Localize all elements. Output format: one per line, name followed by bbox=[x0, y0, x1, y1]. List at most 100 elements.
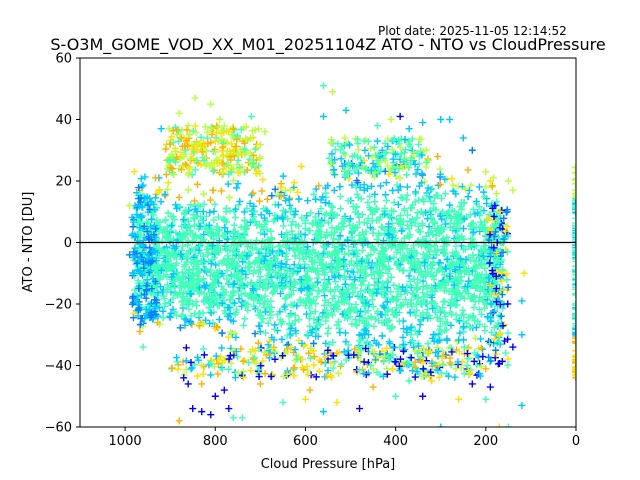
data-point bbox=[494, 360, 502, 368]
data-point bbox=[182, 366, 190, 374]
data-point bbox=[304, 371, 312, 379]
data-point bbox=[199, 320, 207, 328]
data-point bbox=[377, 288, 385, 296]
data-point bbox=[356, 366, 364, 374]
data-point bbox=[415, 196, 423, 204]
data-point-outlier bbox=[437, 423, 445, 427]
data-point bbox=[327, 230, 335, 238]
data-point bbox=[390, 199, 398, 207]
data-point bbox=[418, 151, 426, 159]
data-point bbox=[487, 250, 495, 258]
y-tick-label: 60 bbox=[55, 52, 72, 67]
data-point-outlier bbox=[419, 392, 427, 400]
data-point bbox=[162, 171, 170, 179]
data-points bbox=[126, 82, 576, 427]
data-point bbox=[325, 340, 333, 348]
data-point bbox=[264, 341, 272, 349]
data-point bbox=[332, 268, 340, 276]
data-point bbox=[233, 135, 241, 143]
data-point bbox=[365, 152, 373, 160]
data-point bbox=[221, 224, 229, 232]
data-point bbox=[295, 230, 303, 238]
data-point bbox=[199, 275, 207, 283]
data-point bbox=[403, 196, 411, 204]
data-point bbox=[337, 360, 345, 368]
data-point bbox=[266, 314, 274, 322]
data-point bbox=[441, 190, 449, 198]
data-point bbox=[212, 271, 220, 279]
data-point bbox=[386, 340, 394, 348]
data-point bbox=[281, 295, 289, 303]
data-point bbox=[223, 228, 231, 236]
data-point bbox=[289, 364, 297, 372]
data-point bbox=[166, 313, 174, 321]
data-point bbox=[235, 295, 243, 303]
data-point bbox=[205, 221, 213, 229]
chart-title: S-O3M_GOME_VOD_XX_M01_20251104Z ATO - NT… bbox=[50, 35, 605, 55]
data-point bbox=[475, 203, 483, 211]
data-point bbox=[185, 165, 193, 173]
data-point bbox=[257, 229, 265, 237]
data-point-outlier bbox=[392, 392, 400, 400]
data-point-outlier bbox=[191, 94, 199, 102]
data-point bbox=[260, 257, 268, 265]
data-point bbox=[195, 246, 203, 254]
data-point bbox=[412, 312, 420, 320]
data-point bbox=[135, 306, 143, 314]
data-point bbox=[498, 277, 506, 285]
data-point bbox=[424, 268, 432, 276]
data-point bbox=[481, 322, 489, 330]
data-point bbox=[460, 235, 468, 243]
data-point bbox=[266, 209, 274, 217]
data-point bbox=[366, 224, 374, 232]
data-point bbox=[246, 149, 254, 157]
data-point bbox=[363, 219, 371, 227]
data-point bbox=[478, 310, 486, 318]
data-point bbox=[135, 184, 143, 192]
data-point-outlier bbox=[319, 82, 327, 90]
data-point bbox=[353, 190, 361, 198]
data-point bbox=[383, 370, 391, 378]
data-point bbox=[272, 282, 280, 290]
data-point bbox=[184, 142, 192, 150]
data-point bbox=[308, 219, 316, 227]
data-point bbox=[240, 356, 248, 364]
data-point bbox=[490, 258, 498, 266]
data-point bbox=[502, 349, 510, 357]
data-point bbox=[282, 197, 290, 205]
data-point bbox=[393, 215, 401, 223]
data-point bbox=[240, 282, 248, 290]
data-point bbox=[476, 253, 484, 261]
data-point bbox=[271, 321, 279, 329]
data-point bbox=[397, 193, 405, 201]
data-point bbox=[196, 202, 204, 210]
data-point bbox=[361, 286, 369, 294]
data-point bbox=[199, 370, 207, 378]
data-point bbox=[172, 201, 180, 209]
data-point bbox=[330, 166, 338, 174]
data-point bbox=[181, 231, 189, 239]
data-point bbox=[293, 302, 301, 310]
data-point bbox=[382, 294, 390, 302]
data-point bbox=[195, 356, 203, 364]
data-point bbox=[218, 136, 226, 144]
data-point bbox=[389, 155, 397, 163]
data-point bbox=[150, 291, 158, 299]
data-point-outlier bbox=[518, 331, 526, 339]
data-point bbox=[230, 221, 238, 229]
data-point bbox=[395, 165, 403, 173]
data-point-outlier bbox=[356, 405, 364, 413]
data-point bbox=[218, 282, 226, 290]
data-point bbox=[352, 300, 360, 308]
data-point bbox=[380, 302, 388, 310]
data-point bbox=[140, 290, 148, 298]
data-point bbox=[246, 134, 254, 142]
data-point bbox=[383, 278, 391, 286]
data-point bbox=[144, 259, 152, 267]
data-point bbox=[215, 159, 223, 167]
data-point bbox=[173, 354, 181, 362]
data-point bbox=[418, 373, 426, 381]
data-point bbox=[241, 145, 249, 153]
data-point bbox=[218, 344, 226, 352]
data-point bbox=[242, 270, 250, 278]
